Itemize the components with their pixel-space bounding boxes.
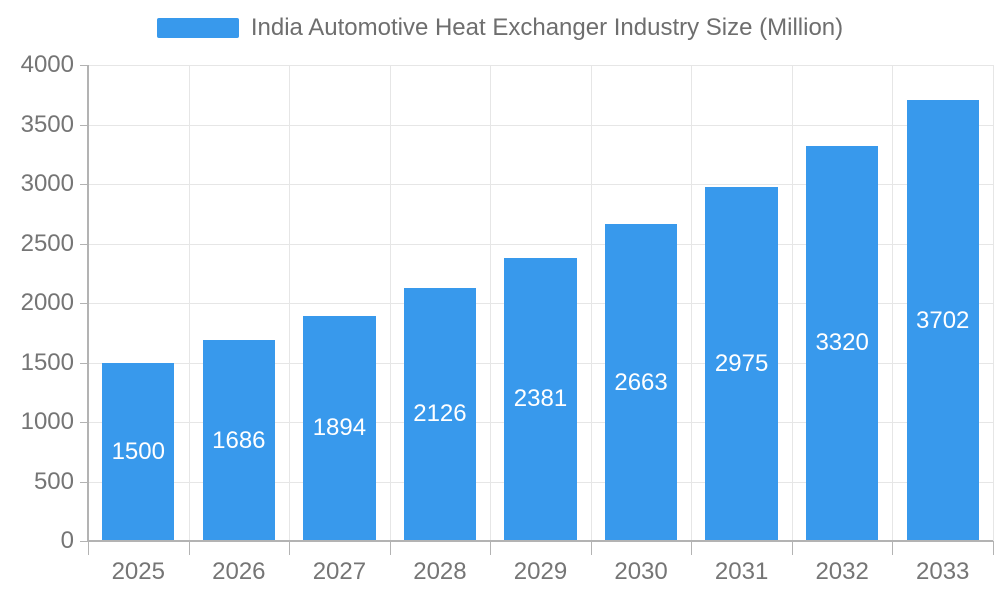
bar-value-label-2027: 1894 [312,414,367,442]
y-axis-tick-3000 [80,184,88,185]
bar-2025[interactable]: 1500 [102,362,175,541]
x-axis-label-2030: 2030 [614,558,668,585]
x-axis-tick-9 [993,541,994,555]
y-axis-label-1000: 1000 [20,408,74,435]
y-gridline-3000 [88,184,993,185]
y-axis-tick-4000 [80,65,88,66]
y-axis-tick-2500 [80,243,88,245]
bar-2026[interactable]: 1686 [202,340,276,541]
bar-2031[interactable]: 2975 [705,186,778,541]
x-gridline-2 [289,65,291,541]
y-axis-line [87,65,89,541]
x-axis-tick-0 [88,541,89,555]
x-axis-tick-6 [691,541,693,555]
y-axis-tick-1500 [80,362,88,364]
y-axis-label-1500: 1500 [20,348,74,376]
bar-value-label-2025: 1500 [111,437,165,465]
bar-value-label-2026: 1686 [212,426,266,454]
x-gridline-9 [993,65,994,541]
x-axis-tick-7 [791,541,793,555]
x-axis-tick-4 [490,541,492,555]
y-axis-label-0: 0 [60,527,74,554]
chart-legend: India Automotive Heat Exchanger Industry… [0,14,1000,42]
x-gridline-8 [892,65,894,541]
x-axis-label-2026: 2026 [212,558,266,585]
x-gridline-6 [691,65,693,541]
bar-2032[interactable]: 3320 [805,145,879,541]
legend-swatch [156,18,239,38]
bar-2029[interactable]: 2381 [504,257,577,541]
y-axis-tick-3500 [80,124,88,126]
y-gridline-2500 [88,243,993,245]
bar-2027[interactable]: 1894 [303,315,376,541]
x-gridline-1 [188,65,190,541]
legend-label: India Automotive Heat Exchanger Industry… [250,14,844,41]
x-gridline-3 [389,65,391,541]
bar-value-label-2029: 2381 [513,385,568,413]
y-axis-tick-500 [80,481,88,483]
x-axis-label-2033: 2033 [916,558,970,585]
x-axis-label-2025: 2025 [111,558,165,585]
x-axis-label-2032: 2032 [815,558,869,585]
y-axis-tick-0 [80,541,88,542]
x-axis-label-2029: 2029 [513,558,568,585]
x-gridline-4 [490,65,492,541]
bar-value-label-2031: 2975 [714,349,769,377]
bar-value-label-2028: 2126 [413,400,467,428]
x-axis-tick-2 [289,541,291,555]
x-axis-line [88,540,993,542]
bar-2028[interactable]: 2126 [403,288,477,541]
x-axis-label-2031: 2031 [714,558,769,585]
y-axis-label-2000: 2000 [20,289,74,316]
y-axis-label-3000: 3000 [20,170,74,197]
y-axis-tick-1000 [80,422,88,423]
y-axis-label-4000: 4000 [20,51,74,78]
bar-value-label-2032: 3320 [815,329,869,357]
y-gridline-3500 [88,124,993,126]
x-axis-label-2028: 2028 [413,558,467,585]
x-axis-tick-8 [892,541,894,555]
x-axis-tick-3 [389,541,391,555]
y-axis-label-2500: 2500 [20,229,74,257]
y-axis-tick-2000 [80,303,88,304]
bar-2030[interactable]: 2663 [604,224,678,541]
bar-value-label-2030: 2663 [614,368,668,396]
x-axis-tick-1 [188,541,190,555]
y-axis-label-500: 500 [33,467,74,495]
x-axis-tick-5 [590,541,592,555]
y-gridline-4000 [88,65,993,66]
y-axis-label-3500: 3500 [20,110,74,138]
x-axis-label-2027: 2027 [312,558,367,585]
legend-item[interactable]: India Automotive Heat Exchanger Industry… [156,14,844,42]
x-gridline-5 [590,65,592,541]
bar-2033[interactable]: 3702 [906,100,979,541]
bar-value-label-2033: 3702 [916,306,970,334]
x-gridline-7 [791,65,793,541]
